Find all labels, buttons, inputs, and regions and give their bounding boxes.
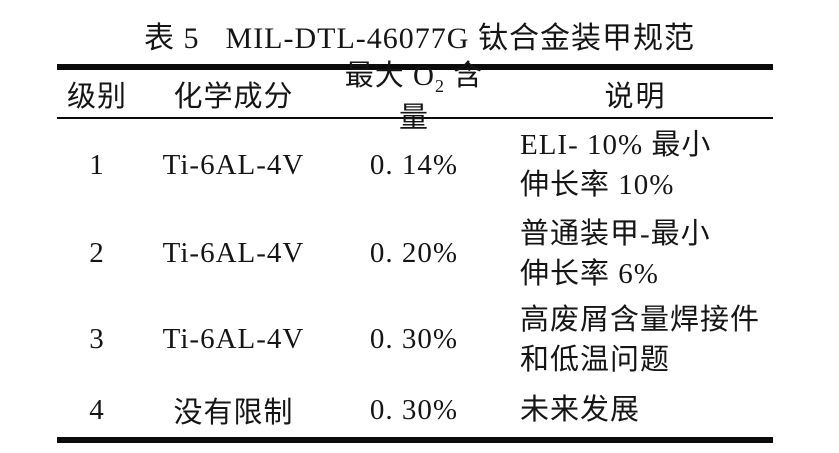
description-cell: ELI- 10% 最小 伸长率 10% xyxy=(498,125,773,205)
table-caption-number: 表 5 xyxy=(144,22,200,55)
grade-cell: 3 xyxy=(89,323,105,355)
table-row: 2 Ti-6AL-4V 0. 20% 普通装甲-最小 伸长率 6% xyxy=(57,211,773,296)
description-line-2: 伸长率 6% xyxy=(520,257,659,290)
description-cell: 普通装甲-最小 伸长率 6% xyxy=(498,214,773,294)
grade-cell: 2 xyxy=(89,237,105,269)
description-line-2: 伸长率 10% xyxy=(520,169,675,201)
composition-cell: Ti-6AL-4V xyxy=(162,323,305,355)
max-o2-suffix: 含量 xyxy=(398,59,484,134)
grade-cell: 1 xyxy=(89,148,105,181)
description-line-1: 普通装甲-最小 xyxy=(520,217,711,250)
max-o2-cell: 0. 30% xyxy=(369,393,459,426)
table-row: 3 Ti-6AL-4V 0. 30% 高废屑含量焊接件 和低温问题 xyxy=(57,296,773,383)
composition-cell: Ti-6AL-4V xyxy=(162,237,305,269)
max-o2-prefix: 最大 O xyxy=(344,59,435,92)
grade-cell: 4 xyxy=(89,393,105,426)
titanium-armor-spec-table: 级别 化学成分 最大 O2 含量 说明 1 Ti-6AL-4V 0. 14% E… xyxy=(57,60,773,443)
col-header-grade: 级别 xyxy=(66,80,127,113)
col-header-description: 说明 xyxy=(604,80,667,113)
table-row: 4 没有限制 0. 30% 未来发展 xyxy=(57,383,773,437)
col-header-composition: 化学成分 xyxy=(173,80,294,113)
description-cell: 高废屑含量焊接件 和低温问题 xyxy=(498,300,773,380)
table-caption: 表 5 MIL-DTL-46077G 钛合金装甲规范 xyxy=(0,13,839,57)
composition-cell: Ti-6AL-4V xyxy=(162,148,305,181)
table-caption-title: MIL-DTL-46077G 钛合金装甲规范 xyxy=(225,22,695,55)
o2-subscript: 2 xyxy=(434,75,445,96)
table-row: 1 Ti-6AL-4V 0. 14% ELI- 10% 最小 伸长率 10% xyxy=(57,119,773,211)
description-line-1: 高废屑含量焊接件 xyxy=(520,303,761,336)
max-o2-cell: 0. 20% xyxy=(369,237,459,269)
description-line-2: 和低温问题 xyxy=(520,343,671,376)
max-o2-cell: 0. 14% xyxy=(369,148,459,181)
col-header-max-o2: 最大 O2 含量 xyxy=(330,52,498,136)
composition-cell: 没有限制 xyxy=(173,397,294,429)
description-cell: 未来发展 xyxy=(498,390,773,430)
max-o2-cell: 0. 30% xyxy=(369,323,459,355)
table-header-row: 级别 化学成分 最大 O2 含量 说明 xyxy=(57,60,773,134)
description-line-1: 未来发展 xyxy=(520,394,641,426)
description-line-1: ELI- 10% 最小 xyxy=(520,129,712,161)
